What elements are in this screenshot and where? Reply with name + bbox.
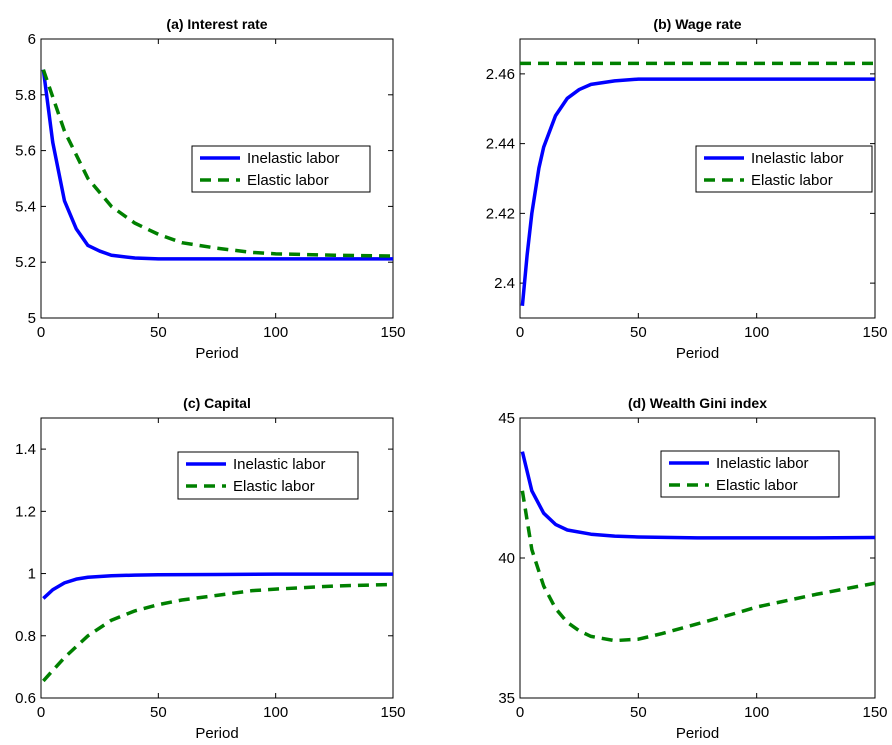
y-tick-label: 5.4 (15, 198, 36, 215)
x-tick-label: 0 (516, 324, 524, 341)
y-tick-label: 2.44 (486, 136, 515, 153)
y-tick-label: 5.8 (15, 87, 36, 104)
chart-title: (a) Interest rate (166, 16, 267, 32)
x-tick-label: 0 (516, 704, 524, 721)
y-tick-label: 2.4 (494, 275, 515, 292)
x-tick-label: 100 (744, 324, 769, 341)
x-axis-label: Period (676, 725, 719, 742)
series-line-2 (520, 490, 875, 643)
legend-label: Inelastic labor (247, 150, 340, 167)
legend-label: Elastic labor (247, 172, 329, 189)
chart-title: (c) Capital (183, 395, 251, 411)
y-tick-label: 35 (498, 690, 515, 707)
x-tick-label: 50 (630, 324, 647, 341)
series-line-2 (41, 69, 393, 258)
x-tick-label: 50 (630, 704, 647, 721)
y-tick-label: 5.2 (15, 254, 36, 271)
x-tick-label: 150 (862, 324, 887, 341)
x-tick-label: 100 (744, 704, 769, 721)
series-line-1 (520, 451, 875, 540)
y-tick-label: 45 (498, 410, 515, 427)
y-tick-label: 40 (498, 550, 515, 567)
x-tick-label: 100 (263, 324, 288, 341)
legend-label: Inelastic labor (716, 455, 809, 472)
chart-panel-2: (b) Wage rate 0 50 100 150 2.4 2.42 2.44 2.46 Per… (486, 16, 888, 362)
chart-title: (d) Wealth Gini index (628, 395, 767, 411)
legend: Inelastic labor Elastic labor (695, 145, 873, 193)
y-tick-label: 5.6 (15, 143, 36, 160)
chart-panel-4: (d) Wealth Gini index 0 50 100 150 35 40 45 Peri… (498, 395, 887, 742)
legend-box (695, 145, 873, 193)
y-tick-label: 1.4 (15, 441, 36, 458)
legend-box (177, 451, 359, 500)
series-line-1 (42, 572, 393, 600)
legend-label: Inelastic labor (751, 150, 844, 167)
series-line-2 (42, 582, 393, 683)
legend-label: Elastic labor (233, 478, 315, 495)
x-tick-label: 150 (862, 704, 887, 721)
y-tick-label: 2.46 (486, 66, 515, 83)
x-tick-label: 50 (150, 704, 167, 721)
y-tick-label: 2.42 (486, 205, 515, 222)
y-tick-label: 1.2 (15, 503, 36, 520)
y-tick-label: 0.6 (15, 690, 36, 707)
x-tick-label: 0 (37, 704, 45, 721)
legend-box (660, 450, 840, 498)
legend: Inelastic labor Elastic labor (177, 451, 359, 500)
legend-label: Elastic labor (716, 477, 798, 494)
legend: Inelastic labor Elastic labor (191, 145, 371, 193)
x-tick-label: 150 (380, 704, 405, 721)
x-tick-label: 0 (37, 324, 45, 341)
x-tick-label: 50 (150, 324, 167, 341)
y-tick-label: 6 (28, 31, 36, 48)
x-axis-label: Period (676, 345, 719, 362)
legend: Inelastic labor Elastic labor (660, 450, 840, 498)
series-line-1 (41, 69, 393, 261)
chart-panel-1: (a) Interest rate 0 50 100 150 5 5.2 5.4 5.6 5.8 6… (15, 16, 405, 362)
legend-label: Elastic labor (751, 172, 833, 189)
chart-title: (b) Wage rate (653, 16, 741, 32)
series-line-1 (520, 77, 875, 306)
x-axis-label: Period (195, 725, 238, 742)
legend-box (191, 145, 371, 193)
x-tick-label: 150 (380, 324, 405, 341)
y-tick-label: 5 (28, 310, 36, 327)
x-tick-label: 100 (263, 704, 288, 721)
y-tick-label: 0.8 (15, 628, 36, 645)
x-axis-label: Period (195, 345, 238, 362)
legend-label: Inelastic labor (233, 456, 326, 473)
y-tick-label: 1 (28, 566, 36, 583)
chart-panel-3: (c) Capital 0 50 100 150 0.6 0.8 1 1.2 1.4 Period I… (15, 395, 405, 742)
